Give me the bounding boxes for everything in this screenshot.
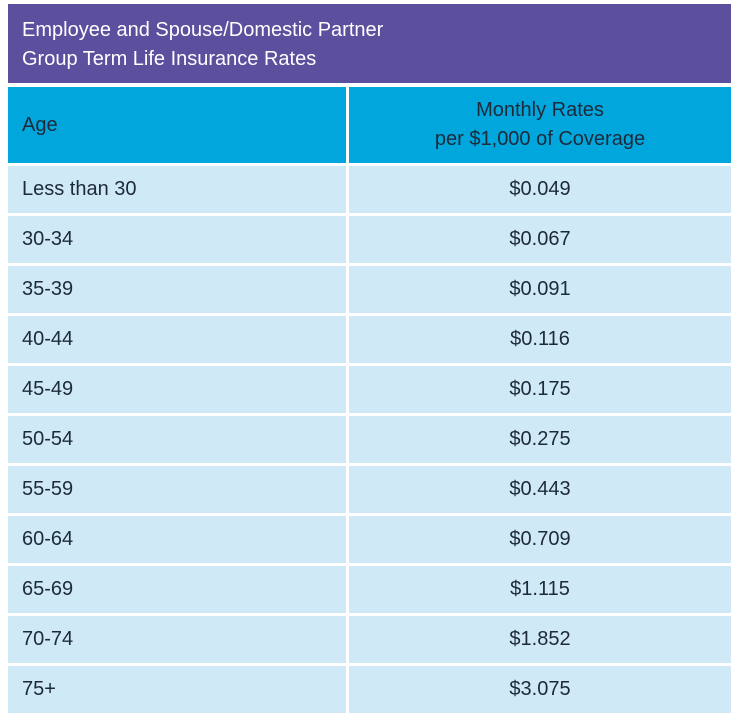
rate-cell: $0.116 — [349, 316, 731, 366]
age-cell: 40-44 — [8, 316, 349, 366]
rate-cell: $3.075 — [349, 666, 731, 713]
column-header-monthly-rate: Monthly Rates per $1,000 of Coverage — [349, 87, 731, 166]
table-title: Employee and Spouse/Domestic Partner Gro… — [8, 4, 731, 83]
rate-cell: $1.852 — [349, 616, 731, 666]
column-header-rate-line-2: per $1,000 of Coverage — [434, 128, 646, 150]
age-cell: 65-69 — [8, 566, 349, 616]
age-cell: 30-34 — [8, 216, 349, 266]
rate-cell: $0.067 — [349, 216, 731, 266]
rate-cell: $0.091 — [349, 266, 731, 316]
age-cell: 55-59 — [8, 466, 349, 516]
table-header-row: Age Monthly Rates per $1,000 of Coverage — [8, 87, 731, 166]
table-row: 70-74 $1.852 — [8, 616, 731, 666]
age-cell: 35-39 — [8, 266, 349, 316]
table-row: 45-49 $0.175 — [8, 366, 731, 416]
rate-cell: $0.443 — [349, 466, 731, 516]
column-header-age: Age — [8, 87, 349, 166]
age-cell: 50-54 — [8, 416, 349, 466]
column-header-rate-line-1: Monthly Rates — [476, 99, 604, 121]
table-row: 40-44 $0.116 — [8, 316, 731, 366]
age-cell: 60-64 — [8, 516, 349, 566]
rate-cell: $0.175 — [349, 366, 731, 416]
age-cell: 75+ — [8, 666, 349, 713]
table-row: 60-64 $0.709 — [8, 516, 731, 566]
age-cell: Less than 30 — [8, 166, 349, 216]
rate-cell: $0.049 — [349, 166, 731, 216]
rates-table: Age Monthly Rates per $1,000 of Coverage… — [8, 87, 731, 713]
rate-cell: $0.709 — [349, 516, 731, 566]
rate-cell: $1.115 — [349, 566, 731, 616]
title-line-2: Group Term Life Insurance Rates — [22, 48, 317, 70]
age-cell: 70-74 — [8, 616, 349, 666]
table-row: 75+ $3.075 — [8, 666, 731, 713]
table-row: 55-59 $0.443 — [8, 466, 731, 516]
table-row: 30-34 $0.067 — [8, 216, 731, 266]
table-row: 35-39 $0.091 — [8, 266, 731, 316]
age-cell: 45-49 — [8, 366, 349, 416]
rate-cell: $0.275 — [349, 416, 731, 466]
title-line-1: Employee and Spouse/Domestic Partner — [22, 19, 384, 41]
table-row: 50-54 $0.275 — [8, 416, 731, 466]
table-row: Less than 30 $0.049 — [8, 166, 731, 216]
table-row: 65-69 $1.115 — [8, 566, 731, 616]
